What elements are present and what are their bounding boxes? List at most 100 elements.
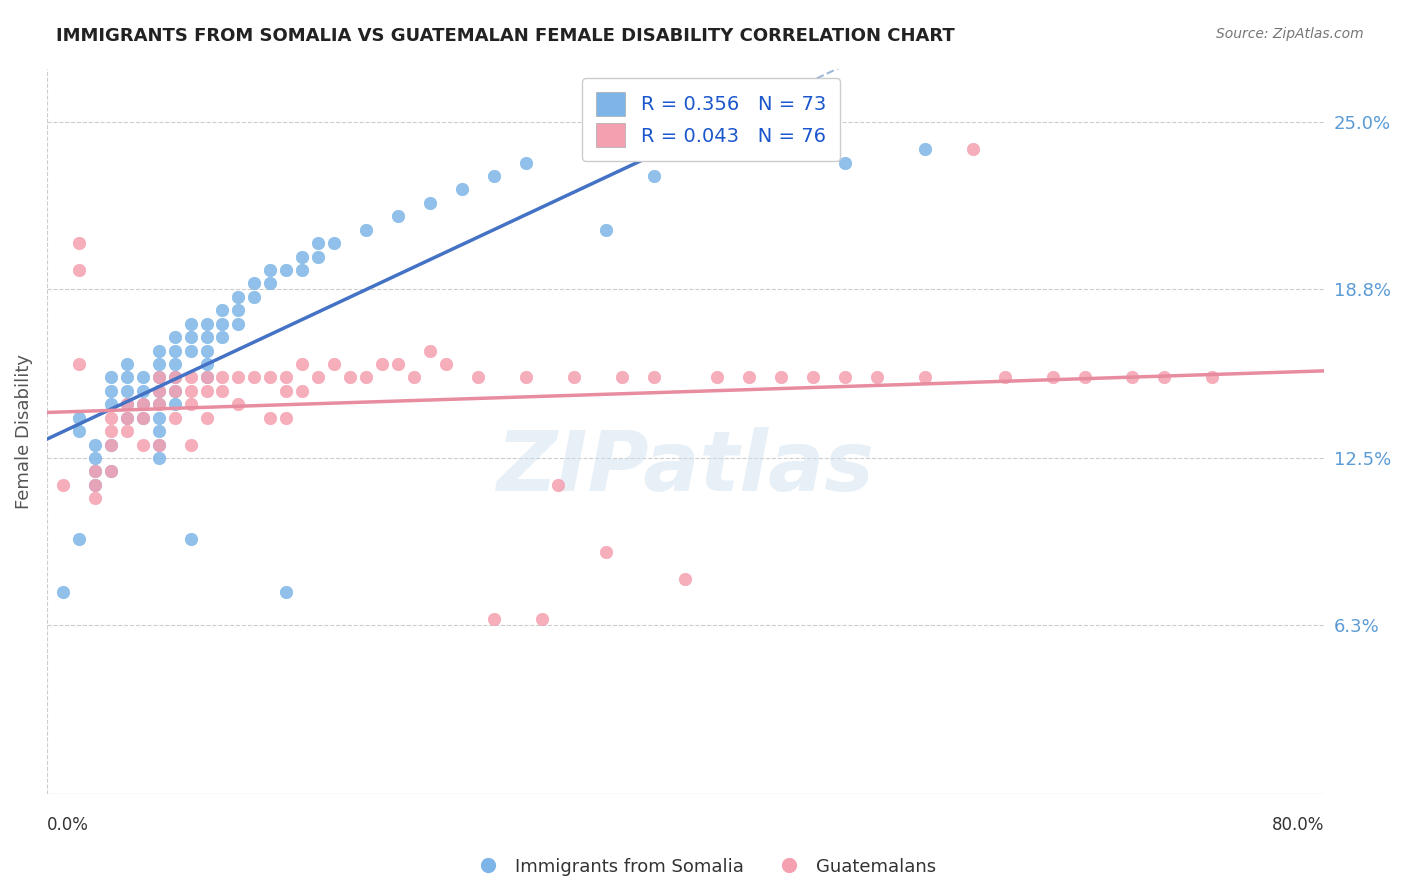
Point <box>228 290 250 304</box>
Point <box>115 397 138 411</box>
Point <box>434 357 457 371</box>
Point <box>100 465 122 479</box>
Point <box>595 545 617 559</box>
Point <box>148 370 170 384</box>
Point <box>100 465 122 479</box>
Point <box>131 410 153 425</box>
Point <box>228 370 250 384</box>
Point <box>339 370 361 384</box>
Point <box>387 209 409 223</box>
Point <box>914 142 936 156</box>
Point <box>148 370 170 384</box>
Point <box>323 236 346 251</box>
Point <box>211 303 233 318</box>
Point <box>706 370 728 384</box>
Point <box>148 397 170 411</box>
Point <box>1042 370 1064 384</box>
Point <box>148 437 170 451</box>
Point <box>100 370 122 384</box>
Point <box>100 437 122 451</box>
Point <box>148 384 170 398</box>
Point <box>1073 370 1095 384</box>
Point <box>163 330 186 344</box>
Point <box>195 410 218 425</box>
Point <box>180 370 202 384</box>
Point <box>180 330 202 344</box>
Point <box>148 437 170 451</box>
Point <box>738 370 761 384</box>
Point <box>180 397 202 411</box>
Point <box>595 223 617 237</box>
Legend: Immigrants from Somalia, Guatemalans: Immigrants from Somalia, Guatemalans <box>463 851 943 883</box>
Point <box>228 397 250 411</box>
Text: 0.0%: 0.0% <box>46 815 89 833</box>
Point <box>195 384 218 398</box>
Point <box>131 397 153 411</box>
Point <box>163 370 186 384</box>
Point <box>562 370 585 384</box>
Point <box>259 410 281 425</box>
Point <box>419 195 441 210</box>
Point <box>387 357 409 371</box>
Text: ZIPatlas: ZIPatlas <box>496 427 875 508</box>
Point <box>163 410 186 425</box>
Point <box>131 410 153 425</box>
Point <box>163 397 186 411</box>
Point <box>148 397 170 411</box>
Point <box>770 370 793 384</box>
Point <box>148 343 170 358</box>
Point <box>163 370 186 384</box>
Point <box>180 384 202 398</box>
Point <box>402 370 425 384</box>
Point <box>67 532 90 546</box>
Point <box>482 612 505 626</box>
Point <box>243 370 266 384</box>
Point <box>115 410 138 425</box>
Text: 80.0%: 80.0% <box>1271 815 1324 833</box>
Point <box>307 370 329 384</box>
Point <box>115 384 138 398</box>
Point <box>100 437 122 451</box>
Point <box>243 277 266 291</box>
Point <box>643 169 665 183</box>
Point <box>195 370 218 384</box>
Point <box>131 397 153 411</box>
Point <box>530 612 553 626</box>
Point <box>354 370 377 384</box>
Point <box>115 357 138 371</box>
Point <box>115 424 138 438</box>
Point <box>675 572 697 586</box>
Point <box>211 384 233 398</box>
Point <box>866 370 889 384</box>
Point <box>52 478 75 492</box>
Point <box>419 343 441 358</box>
Point <box>1153 370 1175 384</box>
Point <box>467 370 489 384</box>
Point <box>643 370 665 384</box>
Point <box>163 384 186 398</box>
Point <box>515 155 537 169</box>
Point <box>115 370 138 384</box>
Point <box>83 478 105 492</box>
Point <box>354 223 377 237</box>
Point <box>83 491 105 506</box>
Point <box>195 370 218 384</box>
Point <box>148 450 170 465</box>
Point <box>994 370 1017 384</box>
Point <box>131 384 153 398</box>
Point <box>148 410 170 425</box>
Point <box>307 250 329 264</box>
Point <box>371 357 394 371</box>
Point <box>211 330 233 344</box>
Point <box>547 478 569 492</box>
Point <box>291 384 314 398</box>
Point <box>834 370 856 384</box>
Point <box>914 370 936 384</box>
Point <box>195 317 218 331</box>
Point <box>163 384 186 398</box>
Point <box>276 410 298 425</box>
Point <box>834 155 856 169</box>
Point <box>83 465 105 479</box>
Point <box>100 397 122 411</box>
Point <box>100 424 122 438</box>
